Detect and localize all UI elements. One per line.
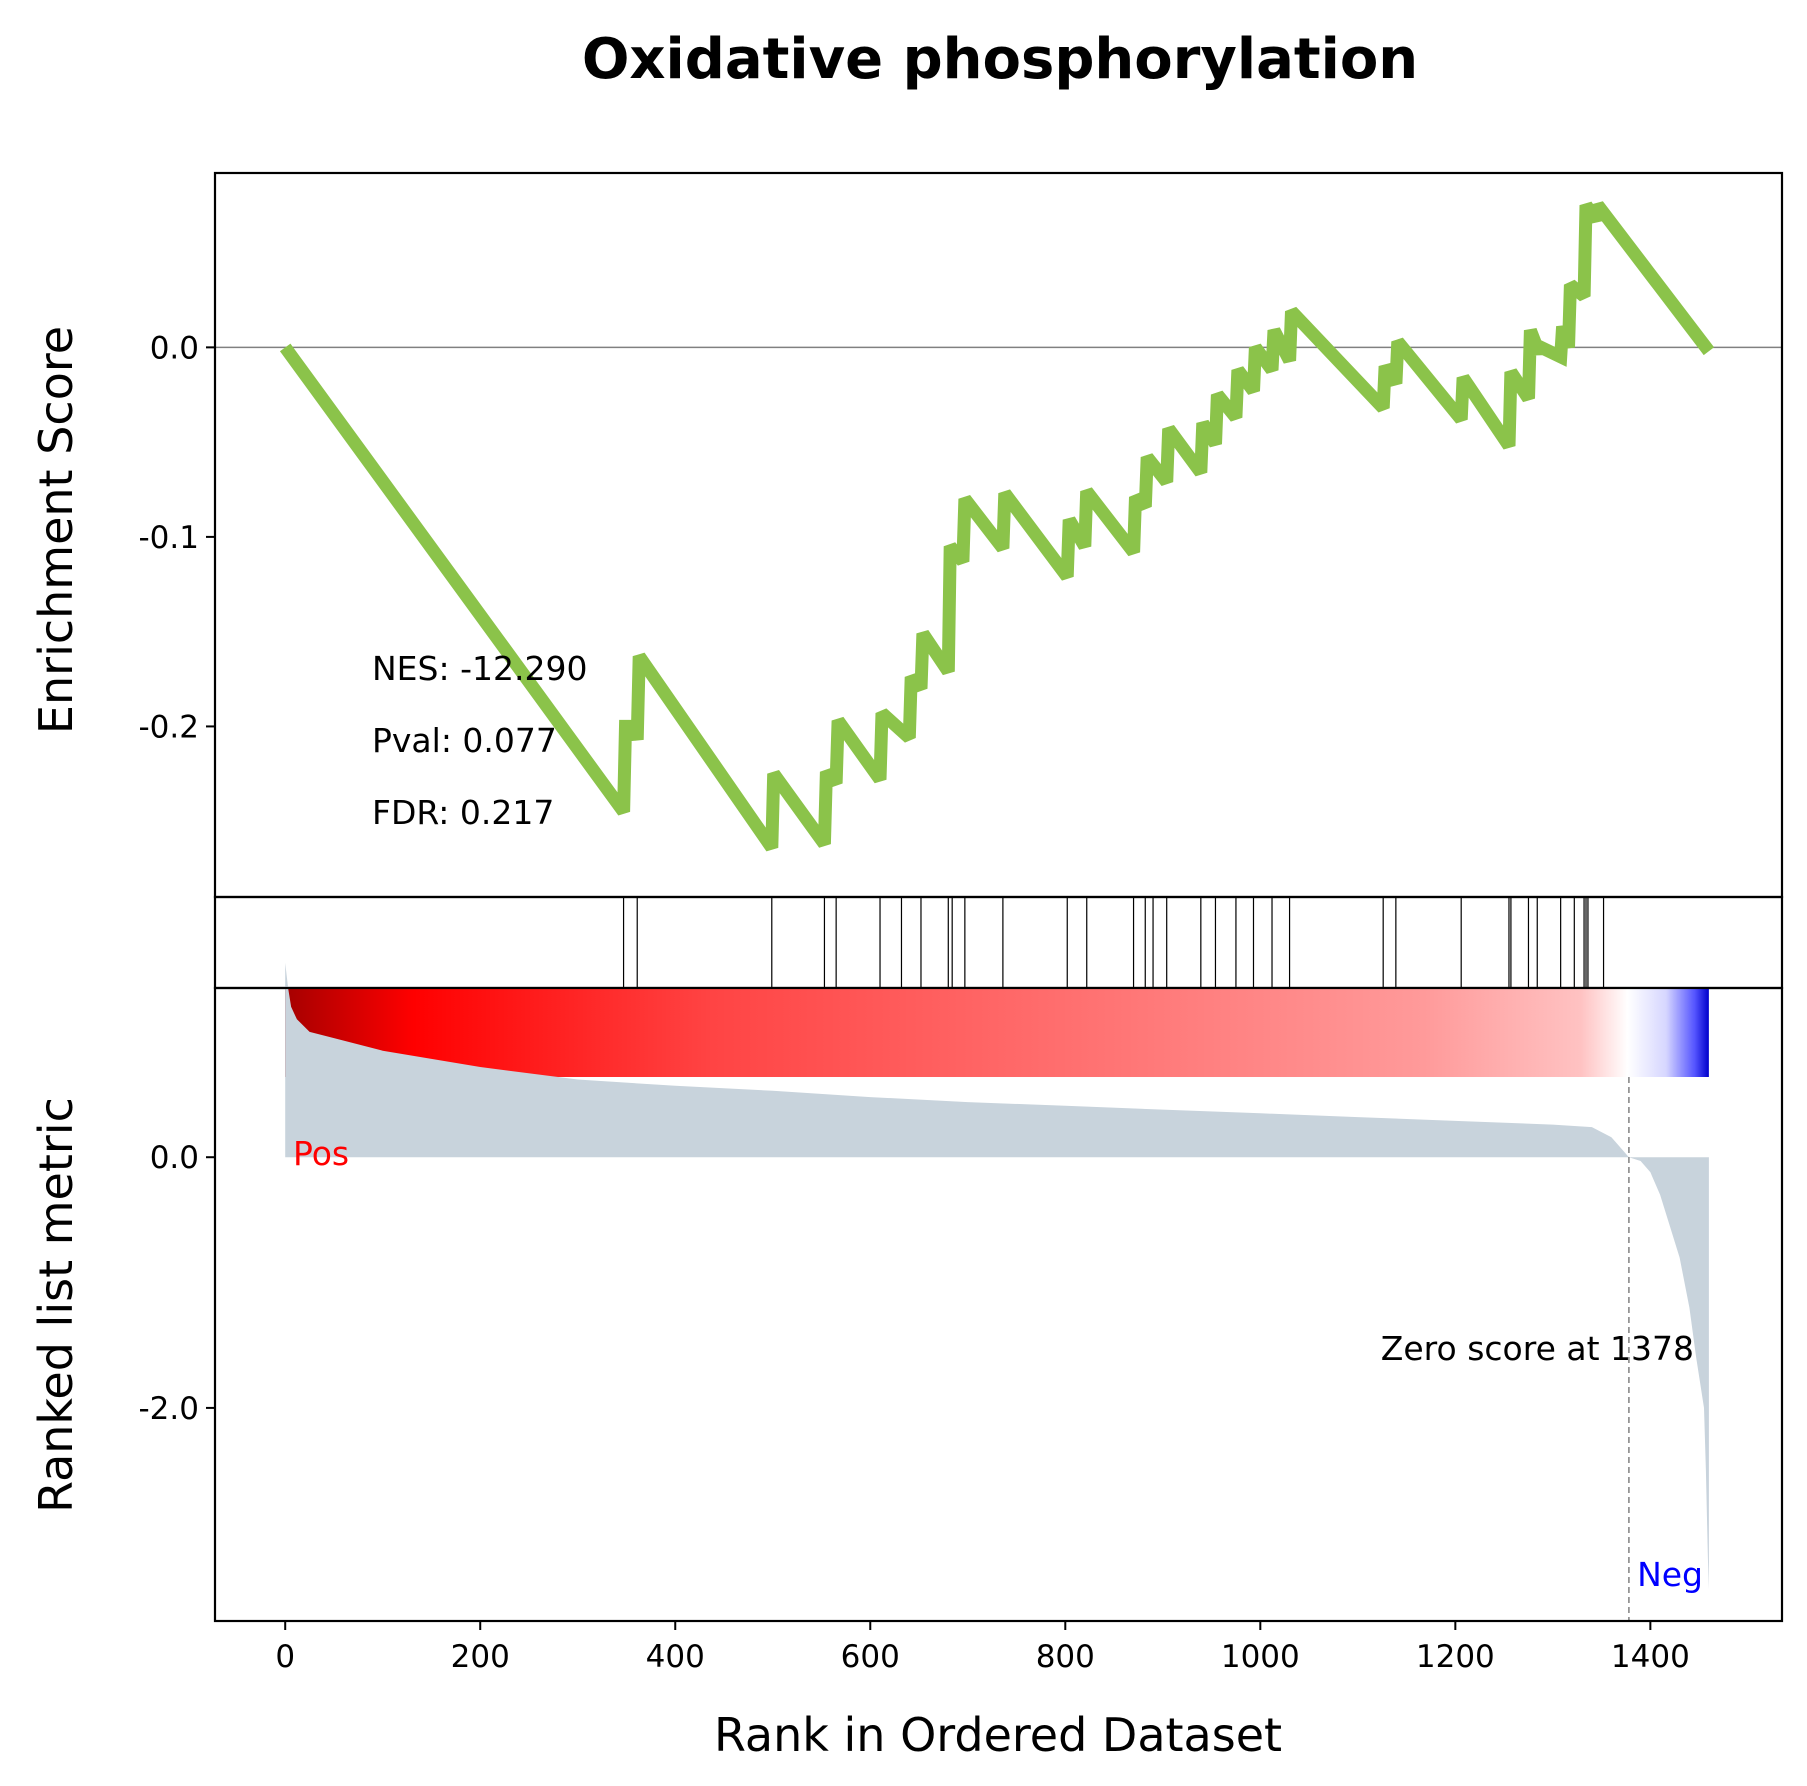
enrichment-y-tick-label: 0.0 (150, 330, 199, 366)
ranked-frame (213, 986, 1784, 1623)
ranked-y-tick-label: 0.0 (150, 1140, 199, 1176)
hits-panel (213, 895, 1784, 990)
ranked-panel: 0.0 -2.0 Pos Neg Zero score at 1378 Ranke… (29, 962, 1784, 1623)
x-tick-label: 0 (275, 1639, 295, 1675)
chart-title: Oxidative phosphorylation (582, 27, 1418, 92)
enrichment-series (279, 201, 1715, 852)
rank-color-bar (285, 988, 1709, 1077)
x-tick-label: 400 (646, 1639, 705, 1675)
hits-frame (213, 895, 1784, 990)
enrichment-y-axis-label: Enrichment Score (29, 326, 83, 734)
zero-score-label: Zero score at 1378 (1381, 1329, 1694, 1368)
fdr-label: FDR: 0.217 (372, 793, 554, 832)
x-tick-label: 600 (841, 1639, 900, 1675)
ranked-y-axis-label: Ranked list metric (29, 1097, 83, 1513)
ranked-metric-area (285, 962, 1709, 1590)
nes-label: NES: -12.290 (372, 649, 587, 688)
enrichment-y-ticks: 0.0 -0.1 -0.2 (139, 330, 215, 745)
hit-markers (622, 897, 1605, 988)
x-axis-ticks: 0 200 400 600 800 1000 1200 1400 (275, 1621, 1690, 1675)
x-tick-label: 1200 (1416, 1639, 1495, 1675)
enrichment-y-tick-label: -0.1 (139, 520, 200, 556)
x-tick-label: 200 (451, 1639, 510, 1675)
enrichment-score-line (279, 201, 1715, 852)
x-tick-label: 800 (1036, 1639, 1095, 1675)
ranked-y-tick-label: -2.0 (139, 1391, 200, 1427)
pval-label: Pval: 0.077 (372, 721, 557, 760)
neg-label: Neg (1637, 1555, 1703, 1594)
x-axis-label: Rank in Ordered Dataset (714, 1708, 1282, 1762)
ranked-y-ticks: 0.0 -2.0 (139, 1140, 215, 1427)
pos-label: Pos (293, 1134, 349, 1173)
x-tick-label: 1000 (1221, 1639, 1300, 1675)
enrichment-y-tick-label: -0.2 (139, 709, 200, 745)
x-tick-label: 1400 (1611, 1639, 1690, 1675)
enrichment-panel: 0.0 -0.1 -0.2 Enrichment Score NES: -12.29… (29, 171, 1784, 899)
